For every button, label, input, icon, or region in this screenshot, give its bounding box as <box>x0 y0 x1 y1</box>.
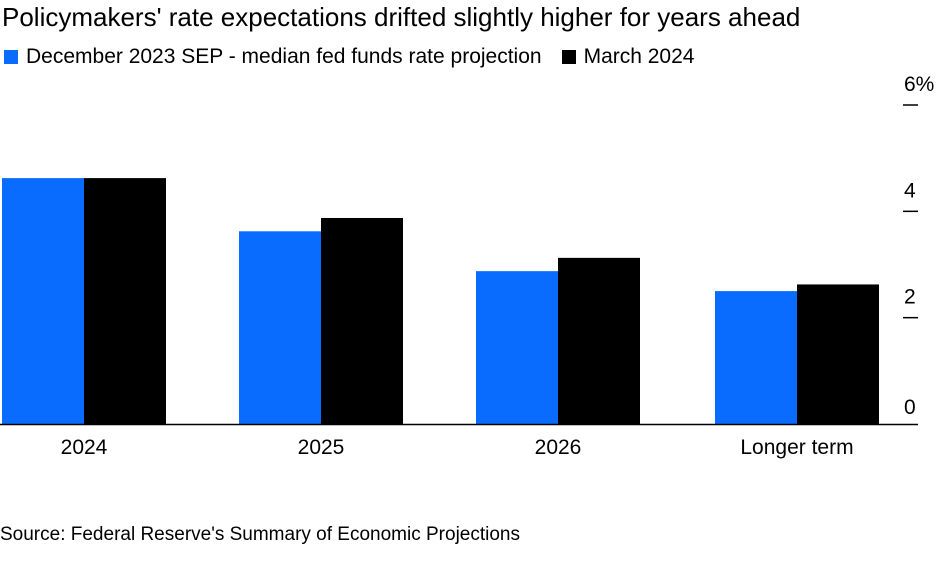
y-tick-label: 0 <box>904 396 916 419</box>
legend-swatch-dec-2023 <box>4 50 18 64</box>
source-note: Source: Federal Reserve's Summary of Eco… <box>0 524 520 545</box>
legend-item-mar-2024: March 2024 <box>561 45 695 69</box>
x-tick-label: 2024 <box>61 436 108 459</box>
bar-dec-2023-2024 <box>2 178 84 424</box>
y-tick-label: 6% <box>904 73 934 96</box>
bar-mar-2024-2024 <box>84 178 166 424</box>
chart-title: Policymakers' rate expectations drifted … <box>2 2 801 32</box>
bar-dec-2023-2026 <box>476 271 558 424</box>
bar-mar-2024-longer-term <box>797 284 879 424</box>
x-tick-label: Longer term <box>740 436 853 459</box>
legend-swatch-mar-2024 <box>561 50 576 64</box>
legend-label-dec-2023: December 2023 SEP - median fed funds rat… <box>26 45 542 68</box>
bar-mar-2024-2025 <box>321 217 403 424</box>
y-tick-label: 4 <box>904 179 916 202</box>
bar-dec-2023-2025 <box>239 231 321 424</box>
bar-dec-2023-longer-term <box>715 291 797 424</box>
bar-chart: 2024 2025 2026 Longer term 0 2 4 6% <box>0 73 934 459</box>
x-tick-label: 2026 <box>535 436 582 459</box>
legend-label-mar-2024: March 2024 <box>583 45 695 68</box>
legend: December 2023 SEP - median fed funds rat… <box>4 45 714 69</box>
y-tick-label: 2 <box>904 286 916 309</box>
legend-item-dec-2023: December 2023 SEP - median fed funds rat… <box>4 45 542 69</box>
bar-mar-2024-2026 <box>558 257 640 424</box>
x-tick-label: 2025 <box>298 436 345 459</box>
